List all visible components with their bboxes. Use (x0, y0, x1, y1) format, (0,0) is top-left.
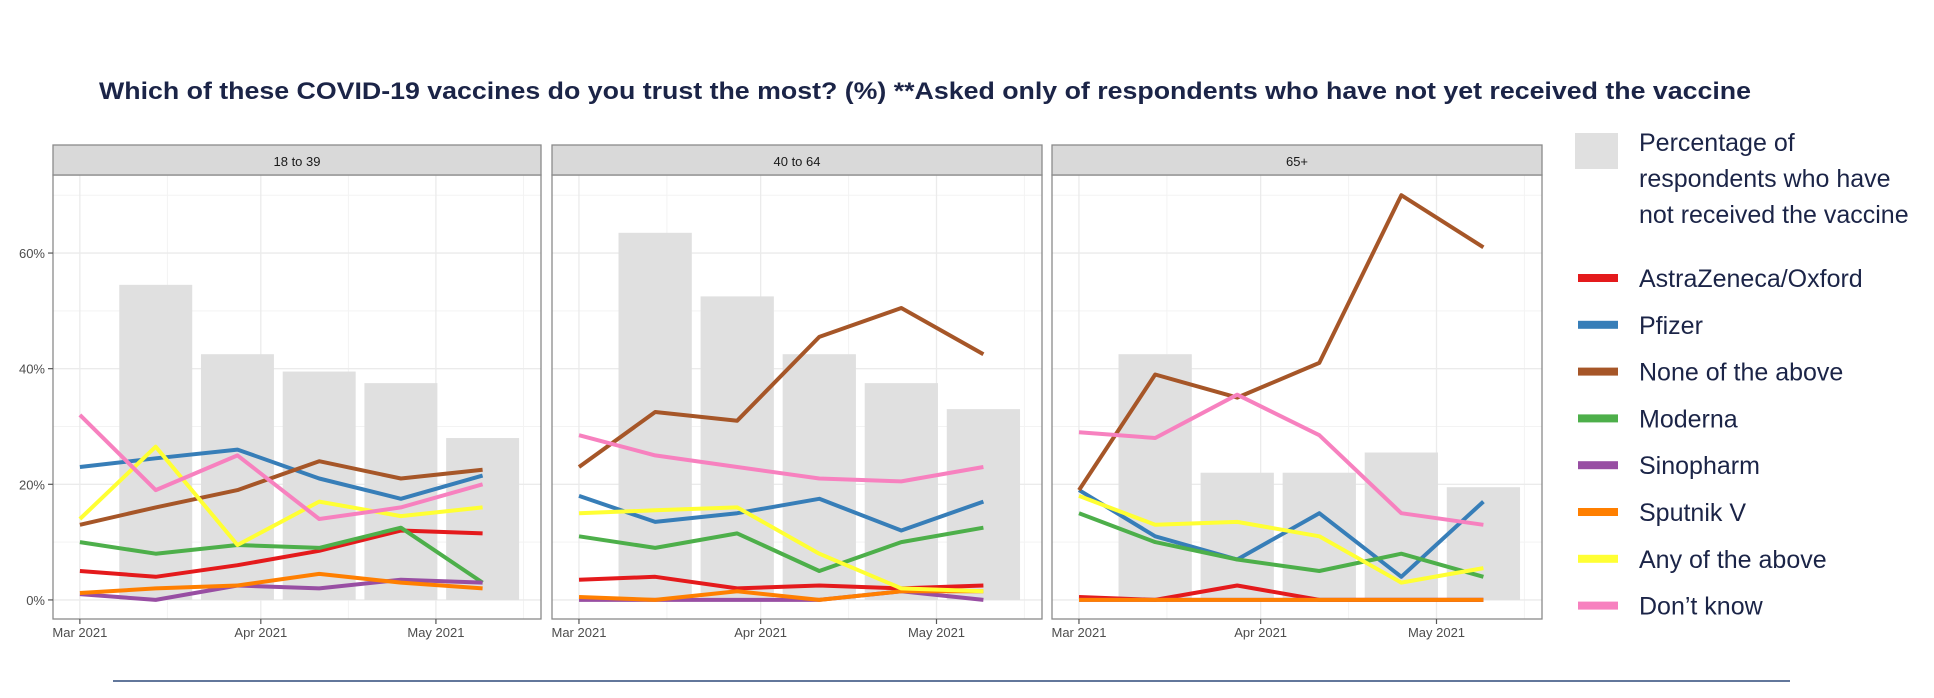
legend-label: Moderna (1639, 405, 1738, 433)
legend-label: Sinopharm (1639, 452, 1760, 480)
bar-18-to-39-0 (119, 284, 193, 600)
panel-2: 65+ Mar 2021 Apr 2021 May 2021 (1051, 144, 1543, 640)
facet-strip (551, 144, 1043, 176)
x-tick-label: Apr 2021 (234, 625, 287, 640)
facet-strip (1051, 144, 1543, 176)
bar-65--0 (1118, 354, 1192, 600)
legend-swatch-line (1578, 367, 1618, 376)
series-line-pfizer (578, 494, 985, 533)
series-line-don-t-know (578, 433, 984, 484)
legend-bar-label-line-2: respondents who have (1639, 165, 1891, 193)
legend-swatch-line (1578, 274, 1618, 282)
panel-1: 40 to 64 Mar 2021 Apr 2021 May 2021 (551, 144, 1043, 640)
x-tick-label: May 2021 (1408, 625, 1465, 640)
y-tick-label: 40% (19, 362, 45, 377)
series-line-moderna (79, 525, 484, 585)
series-line-none-of-the-above (577, 306, 985, 469)
legend-item: Don’t know (1578, 593, 1764, 621)
legend-swatch-line (1578, 554, 1618, 563)
legend: Percentage of respondents who have not r… (1575, 129, 1909, 621)
legend-swatch-line (1578, 414, 1618, 423)
series-line-astrazeneca-oxford (79, 528, 483, 579)
facet-label: 65+ (1286, 154, 1308, 169)
x-tick-label: May 2021 (908, 625, 965, 640)
legend-swatch-line (1578, 508, 1618, 516)
bar-40-to-64-3 (864, 383, 938, 600)
y-tick-label: 0% (26, 593, 45, 608)
legend-item: Sinopharm (1578, 452, 1760, 480)
bar-65--4 (1446, 487, 1521, 600)
bar-18-to-39-4 (446, 438, 520, 600)
legend-label: Any of the above (1639, 546, 1827, 574)
series-line-sputnik-v (578, 589, 984, 602)
legend-item: Moderna (1578, 405, 1738, 433)
legend-bar-label-line-1: Percentage of (1639, 129, 1795, 157)
legend-item: Any of the above (1578, 546, 1827, 574)
x-tick-label: Mar 2021 (52, 625, 107, 640)
series-line-none-of-the-above (1077, 193, 1485, 492)
legend-swatch-line (1578, 320, 1618, 329)
x-tick-label: May 2021 (407, 625, 464, 640)
panel-0: 18 to 39 Mar 2021 Apr 2021 May 2021 0% 20% 40%… (19, 144, 542, 640)
series-line-any-of-the-above (78, 444, 483, 547)
series-line-any-of-the-above (578, 505, 984, 594)
series-line-don-t-know (78, 413, 484, 521)
facet-label: 18 to 39 (274, 154, 321, 169)
series-line-any-of-the-above (1078, 494, 1484, 585)
legend-label: AstraZeneca/Oxford (1639, 265, 1863, 293)
series-line-sputnik-v (79, 571, 483, 595)
legend-label: Pfizer (1639, 312, 1703, 340)
facet-label: 40 to 64 (774, 154, 821, 169)
legend-item: None of the above (1578, 359, 1843, 387)
x-tick-label: Apr 2021 (1234, 625, 1287, 640)
x-tick-label: Apr 2021 (734, 625, 787, 640)
series-line-pfizer (1077, 488, 1485, 579)
x-tick-label: Mar 2021 (1052, 625, 1107, 640)
y-tick-label: 60% (19, 246, 45, 261)
legend-item: Sputnik V (1578, 499, 1746, 527)
legend-line-items: AstraZeneca/Oxford Pfizer None of the abov… (1578, 265, 1863, 621)
x-tick-label: Mar 2021 (552, 625, 607, 640)
legend-swatch-line (1578, 461, 1618, 470)
facet-panels: 18 to 39 Mar 2021 Apr 2021 May 2021 0% 20% 40%… (19, 144, 1543, 640)
legend-item: Pfizer (1578, 312, 1703, 340)
legend-swatch-bar (1575, 133, 1618, 169)
legend-item: AstraZeneca/Oxford (1578, 265, 1863, 293)
series-line-moderna (578, 525, 984, 573)
series-line-none-of-the-above (79, 459, 483, 527)
series-line-moderna (1078, 511, 1484, 579)
bar-40-to-64-1 (700, 296, 774, 600)
legend-label: None of the above (1639, 359, 1843, 387)
legend-bar-label-line-3: not received the vaccine (1639, 201, 1909, 229)
series-line-don-t-know (1078, 392, 1484, 527)
series-line-sinopharm (79, 577, 483, 602)
legend-label: Sputnik V (1639, 499, 1746, 527)
bar-65--1 (1200, 472, 1274, 600)
legend-label: Don’t know (1639, 593, 1764, 621)
bar-40-to-64-4 (946, 409, 1021, 600)
chart-title: Which of these COVID-19 vaccines do you … (99, 78, 1751, 105)
y-tick-label: 20% (19, 477, 45, 492)
facet-strip (52, 144, 542, 176)
legend-swatch-line (1578, 601, 1618, 610)
